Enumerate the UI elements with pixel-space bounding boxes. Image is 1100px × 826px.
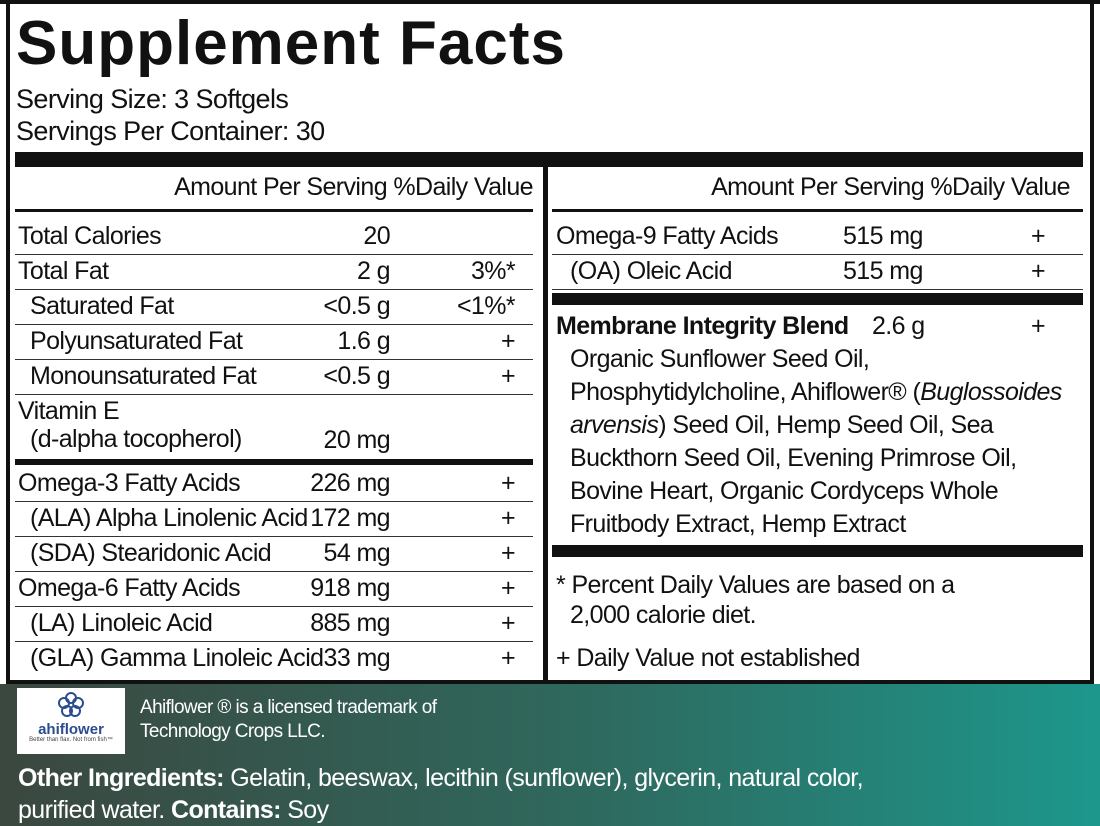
serving-size: Serving Size: 3 Softgels <box>16 84 289 114</box>
text: Gelatin, beeswax, lecithin (sunflower), … <box>18 764 864 824</box>
logo-name: ahiflower <box>38 721 104 738</box>
row-amount: <0.5 g <box>323 362 390 390</box>
other-ingredients: Other Ingredients: Gelatin, beeswax, lec… <box>18 762 868 826</box>
row-rule <box>15 571 533 572</box>
row-amount: 1.6 g <box>337 327 390 355</box>
row-rule <box>15 359 533 360</box>
row-name: Total Fat <box>18 257 109 285</box>
row-amount: 885 mg <box>310 609 390 637</box>
thick-rule <box>15 152 1083 167</box>
blend-name: Membrane Integrity Blend <box>556 312 849 340</box>
row-amount: 918 mg <box>310 574 390 602</box>
row-dv: + <box>501 539 516 567</box>
row-rule <box>15 394 533 395</box>
row-rule <box>15 324 533 325</box>
rule <box>552 209 1083 212</box>
border <box>0 0 1100 4</box>
row-rule <box>15 501 533 502</box>
logo-tagline: Better than flax. Not from fish™ <box>29 737 113 743</box>
border <box>6 680 1094 684</box>
text: Soy <box>287 796 329 824</box>
row-amount: <0.5 g <box>323 292 390 320</box>
border <box>6 0 10 684</box>
left-header: Amount Per Serving %Daily Value <box>15 173 534 202</box>
row-rule <box>15 536 533 537</box>
row-name: Saturated Fat <box>30 292 174 320</box>
logo-flower <box>58 692 84 717</box>
blend-amount: 2.6 g <box>872 312 925 340</box>
header-amount: Amount Per Serving <box>174 173 388 201</box>
title: Supplement Facts <box>16 9 566 78</box>
row-amount: 515 mg <box>843 257 923 285</box>
row-amount: 20 <box>363 222 390 250</box>
header-dv: %Daily Value <box>393 173 533 201</box>
row-name: (OA) Oleic Acid <box>570 257 732 285</box>
row-dv: <1%* <box>456 292 516 320</box>
row-amount: 226 mg <box>310 469 390 497</box>
row-amount: 33 mg <box>323 644 391 672</box>
logo: ahiflower Better than flax. Not from fis… <box>17 688 125 754</box>
column-divider <box>543 167 548 680</box>
row-dv: + <box>501 362 516 390</box>
thick-rule <box>552 293 1083 305</box>
footnote: + Daily Value not established <box>556 644 860 672</box>
header-amount: Amount Per Serving <box>711 173 925 201</box>
rule <box>15 209 533 212</box>
row-subname: (d-alpha tocopherol) <box>30 425 242 453</box>
row-rule <box>15 254 533 255</box>
row-rule <box>552 254 1083 255</box>
blend-ingredients: Organic Sunflower Seed Oil, Phosphytidyl… <box>570 343 1090 541</box>
footer: ahiflower Better than flax. Not from fis… <box>0 684 1100 826</box>
row-name: Omega-9 Fatty Acids <box>556 222 779 250</box>
ingredients: Organic Sunflower Seed Oil, Phosphytidyl… <box>570 345 921 406</box>
label: Other Ingredients: <box>18 764 224 792</box>
label: Contains: <box>171 796 281 824</box>
header-dv: %Daily Value <box>930 173 1070 201</box>
row-rule <box>15 289 533 290</box>
row-dv: + <box>501 504 516 532</box>
row-amount: 20 mg <box>323 426 391 454</box>
footnote: * Percent Daily Values are based on a 2,… <box>556 571 955 629</box>
row-rule <box>15 606 533 607</box>
row-rule <box>15 641 533 642</box>
row-name: (ALA) Alpha Linolenic Acid <box>30 504 308 532</box>
thick-rule <box>15 459 533 465</box>
right-header: Amount Per Serving %Daily Value <box>552 173 1071 202</box>
row-amount: 515 mg <box>843 222 923 250</box>
ingredients: ) Seed Oil, Hemp Seed Oil, Sea Buckthorn… <box>570 411 1017 538</box>
trademark: Ahiflower ® is a licensed trademark of T… <box>140 697 437 742</box>
row-dv: + <box>501 469 516 497</box>
row-amount: 172 mg <box>310 504 390 532</box>
border <box>1090 0 1094 684</box>
row-dv: 3%* <box>470 257 516 285</box>
row-name: Total Calories <box>18 222 162 250</box>
row-name: Vitamin E <box>18 397 120 425</box>
row-name: (LA) Linoleic Acid <box>30 609 213 637</box>
row-dv: + <box>1031 222 1046 250</box>
row-rule <box>552 289 1083 290</box>
row-dv: + <box>1031 257 1046 285</box>
row-amount: 2 g <box>357 257 391 285</box>
row-dv: + <box>501 574 516 602</box>
row-name: (GLA) Gamma Linoleic Acid <box>30 644 324 672</box>
row-dv: + <box>501 609 516 637</box>
ingredients-latin: Buglossoides arvensis <box>570 378 1062 439</box>
row-name: Polyunsaturated Fat <box>30 327 243 355</box>
row-name: (SDA) Stearidonic Acid <box>30 539 272 567</box>
row-name: Omega-6 Fatty Acids <box>18 574 241 602</box>
thick-rule <box>552 545 1083 557</box>
row-dv: + <box>501 644 516 672</box>
blend-dv: + <box>1031 312 1046 340</box>
row-dv: + <box>501 327 516 355</box>
row-amount: 54 mg <box>323 539 391 567</box>
row-name: Omega-3 Fatty Acids <box>18 469 241 497</box>
servings-per-container: Servings Per Container: 30 <box>16 116 325 146</box>
row-name: Monounsaturated Fat <box>30 362 257 390</box>
